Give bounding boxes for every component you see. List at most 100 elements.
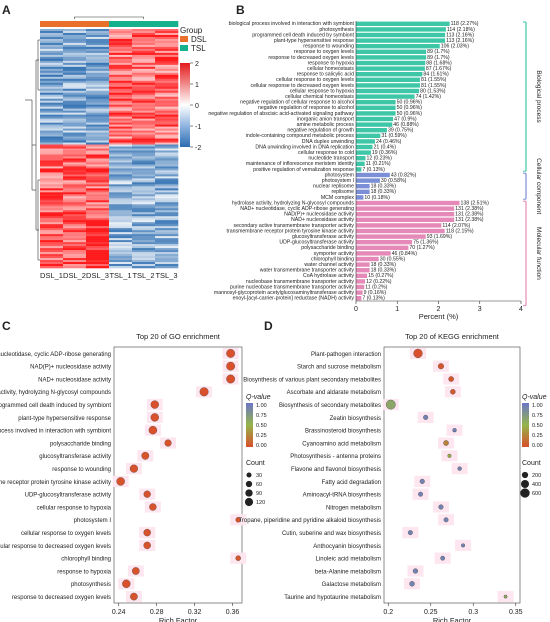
heatmap-cell <box>40 198 64 201</box>
go-bar-value-label: 47 (0.9%) <box>394 116 417 122</box>
heatmap-cell <box>86 64 110 68</box>
heatmap-cell <box>132 202 156 205</box>
heatmap-cell <box>109 164 133 167</box>
heatmap-cell <box>155 170 179 173</box>
heatmap-cell <box>132 152 156 155</box>
heatmap-cell <box>155 32 179 36</box>
term-label: transmembrane receptor protein tyrosine … <box>0 480 111 486</box>
heatmap-cell <box>109 260 133 263</box>
heatmap-cell <box>109 150 133 153</box>
heatmap-cell <box>40 116 64 119</box>
heatmap-cell <box>109 146 133 149</box>
heatmap-cell <box>86 188 110 191</box>
heatmap-cell <box>63 96 87 100</box>
heatmap-cell <box>40 194 64 197</box>
colorbar-tick-label: 0 <box>195 103 199 110</box>
heatmap-cell <box>155 244 179 247</box>
go-bar <box>356 139 375 144</box>
heatmap-cell <box>40 236 64 239</box>
heatmap-cell <box>109 242 133 245</box>
heatmap-cell <box>155 184 179 187</box>
term-label: Cutin, suberine and wax biosynthesis <box>282 531 381 537</box>
heatmap-cell <box>132 194 156 197</box>
heatmap-cell <box>109 76 133 80</box>
go-bar-value-label: 31 (0.59%) <box>381 133 407 139</box>
go-bar-label: response to decreased oxygen levels <box>268 55 354 61</box>
heatmap-cell <box>155 194 179 197</box>
heatmap-cell <box>109 160 133 163</box>
heatmap-cell <box>86 200 110 203</box>
heatmap-cell <box>155 48 179 52</box>
heatmap-cell <box>86 220 110 223</box>
heatmap-cell <box>40 218 64 221</box>
heatmap-cell <box>40 40 64 44</box>
heatmap-cell <box>155 164 179 167</box>
heatmap-cell <box>155 140 179 143</box>
heatmap-cell <box>132 140 156 143</box>
heatmap-cell <box>86 66 110 70</box>
enrichment-dot <box>143 528 151 537</box>
heatmap-cell <box>155 88 179 92</box>
go-bar-label: response to hypoxia <box>308 60 355 66</box>
heatmap-cell <box>86 128 110 131</box>
heatmap-cell <box>109 138 133 141</box>
heatmap-cell <box>155 160 179 163</box>
heatmap-cell <box>86 110 110 113</box>
heatmap-cell <box>132 122 156 125</box>
heatmap-cell <box>86 74 110 78</box>
heatmap-cell <box>109 176 133 179</box>
heatmap-cell <box>63 202 87 205</box>
term-label: cellular response to hypoxia <box>37 505 112 511</box>
go-bar <box>356 88 420 94</box>
go-bar-label: cellular response to oxygen levels <box>276 77 354 83</box>
go-bar-value-label: 81 (1.55%) <box>421 77 447 83</box>
go-bar-value-label: 11 (0.21%) <box>366 161 391 167</box>
heatmap-cell <box>109 258 133 261</box>
go-bar <box>356 111 396 116</box>
heatmap-cell <box>63 88 87 92</box>
heatmap-cell <box>63 240 87 243</box>
enrichment-dot <box>438 504 444 510</box>
heatmap-cell <box>40 54 64 58</box>
heatmap-cell <box>40 148 64 151</box>
heatmap-cell <box>86 234 110 237</box>
go-bar-label: cellular response to decreased oxygen le… <box>250 83 354 89</box>
heatmap-cell <box>109 66 133 70</box>
heatmap-cell <box>109 188 133 191</box>
heatmap-cell <box>86 54 110 58</box>
heatmap-cell <box>109 134 133 137</box>
heatmap-cell <box>63 40 87 44</box>
heatmap-cell <box>109 90 133 94</box>
heatmap-cell <box>86 196 110 199</box>
heatmap-cell <box>132 90 156 94</box>
heatmap-cell <box>63 220 87 223</box>
heatmap-cell <box>40 90 64 94</box>
heatmap-cell <box>40 44 64 48</box>
heatmap-cell <box>40 228 64 231</box>
heatmap-cell <box>63 150 87 153</box>
heatmap-cell <box>132 154 156 157</box>
heatmap-cell <box>40 224 64 227</box>
go-bar-label: DNA unwinding involved in DNA replicatio… <box>255 144 354 150</box>
heatmap-cell <box>86 44 110 48</box>
heatmap-cell <box>86 150 110 153</box>
heatmap-cell <box>40 84 64 88</box>
heatmap-cell <box>86 86 110 90</box>
go-bar <box>356 161 365 166</box>
heatmap-cell <box>40 232 64 235</box>
go-bar-value-label: 131 (2.38%) <box>455 212 484 218</box>
heatmap-column-label: DSL_1 <box>40 271 63 280</box>
go-bar-value-label: 19 (0.36%) <box>372 150 398 156</box>
go-bar-label: biological process involved in interacti… <box>229 21 355 27</box>
group-legend-swatch-dsl <box>180 36 188 42</box>
heatmap-cell <box>132 66 156 70</box>
heatmap-cell <box>155 40 179 44</box>
term-label: Tropane, piperidine and pyridine alkaloi… <box>238 518 381 524</box>
go-bar <box>356 206 455 211</box>
heatmap-cell <box>86 172 110 175</box>
heatmap-cell <box>86 100 110 103</box>
heatmap-cell <box>132 232 156 235</box>
heatmap-cell <box>63 52 87 56</box>
heatmap-cell <box>86 60 110 64</box>
heatmap-cell <box>86 182 110 185</box>
